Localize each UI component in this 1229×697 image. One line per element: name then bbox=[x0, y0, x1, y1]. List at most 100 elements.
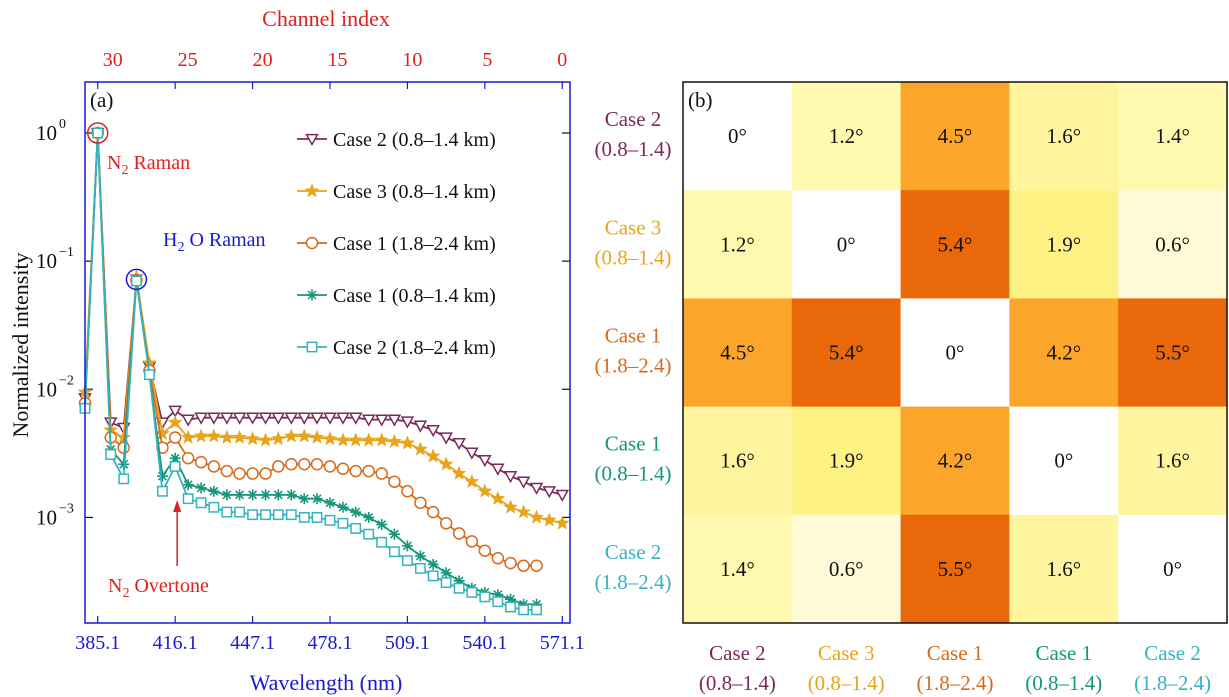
marker bbox=[377, 538, 386, 547]
column-labels: Case 2(0.8–1.4)Case 3(0.8–1.4)Case 1(1.8… bbox=[699, 641, 1211, 695]
column-label: Case 1 bbox=[927, 641, 984, 665]
marker bbox=[272, 432, 286, 445]
marker bbox=[518, 477, 529, 487]
marker bbox=[466, 536, 477, 547]
cell-value: 0.6° bbox=[829, 557, 864, 581]
marker bbox=[310, 430, 324, 443]
marker bbox=[505, 558, 516, 569]
marker bbox=[454, 528, 465, 539]
marker bbox=[518, 560, 529, 571]
marker bbox=[274, 510, 283, 519]
y-tick-label: 10 bbox=[36, 121, 57, 145]
n2-raman-label: N2 Raman bbox=[107, 152, 190, 178]
marker bbox=[158, 487, 167, 496]
marker bbox=[467, 588, 476, 597]
marker bbox=[414, 442, 428, 455]
cell-value: 5.5° bbox=[938, 557, 973, 581]
marker bbox=[454, 584, 463, 593]
marker bbox=[287, 510, 296, 519]
legend-entry: Case 2 (1.8–2.4 km) bbox=[333, 337, 496, 359]
column-label-range: (1.8–2.4) bbox=[917, 671, 994, 695]
marker bbox=[349, 433, 363, 446]
marker bbox=[492, 553, 503, 564]
marker bbox=[119, 474, 128, 483]
cell-value: 1.4° bbox=[1155, 124, 1190, 148]
cell-value: 1.6° bbox=[1046, 124, 1081, 148]
marker bbox=[557, 490, 568, 500]
marker bbox=[362, 433, 376, 446]
marker bbox=[364, 530, 373, 539]
marker bbox=[312, 459, 323, 470]
x-tick-label: 447.1 bbox=[230, 632, 275, 654]
marker bbox=[145, 370, 154, 379]
top-tick-label: 5 bbox=[482, 49, 492, 71]
marker bbox=[389, 476, 400, 487]
marker bbox=[336, 433, 350, 446]
cell-value: 0° bbox=[728, 124, 747, 148]
column-label-range: (0.8–1.4) bbox=[808, 671, 885, 695]
y-tick-exponent: 0 bbox=[59, 117, 66, 132]
marker bbox=[222, 507, 231, 516]
marker bbox=[543, 513, 557, 526]
marker bbox=[480, 592, 489, 601]
x-tick-label: 509.1 bbox=[385, 632, 430, 654]
y-tick-exponent: −1 bbox=[59, 245, 74, 260]
marker bbox=[170, 432, 181, 443]
row-label: Case 2 bbox=[605, 540, 662, 564]
legend-entry: Case 3 (0.8–1.4 km) bbox=[333, 181, 496, 203]
row-label-range: (1.8–2.4) bbox=[595, 570, 672, 594]
cell-value: 1.6° bbox=[1046, 557, 1081, 581]
marker bbox=[298, 429, 312, 442]
marker bbox=[441, 578, 450, 587]
marker bbox=[93, 128, 102, 137]
row-label: Case 1 bbox=[605, 324, 662, 348]
row-label: Case 1 bbox=[605, 432, 662, 456]
marker bbox=[428, 571, 437, 580]
marker bbox=[402, 486, 413, 497]
marker bbox=[337, 463, 348, 474]
marker bbox=[531, 560, 542, 571]
marker bbox=[248, 510, 257, 519]
cell-value: 5.4° bbox=[938, 232, 973, 256]
marker bbox=[351, 524, 360, 533]
marker bbox=[170, 462, 179, 471]
marker bbox=[441, 433, 452, 443]
x-tick-label: 540.1 bbox=[462, 632, 507, 654]
legend-entry: Case 1 (1.8–2.4 km) bbox=[333, 233, 496, 255]
column-label: Case 2 bbox=[709, 641, 766, 665]
marker bbox=[312, 513, 321, 522]
column-label: Case 1 bbox=[1036, 641, 1093, 665]
cell-value: 1.6° bbox=[720, 449, 755, 473]
cell-value: 5.5° bbox=[1155, 341, 1190, 365]
y-tick-label: 10 bbox=[36, 377, 57, 401]
marker bbox=[247, 468, 258, 479]
marker bbox=[493, 597, 502, 606]
marker bbox=[246, 432, 260, 445]
top-tick-label: 25 bbox=[178, 49, 198, 71]
marker bbox=[466, 448, 477, 458]
cell-value: 1.9° bbox=[829, 449, 864, 473]
cell-value: 1.2° bbox=[829, 124, 864, 148]
marker bbox=[519, 605, 528, 614]
marker bbox=[261, 510, 270, 519]
marker bbox=[286, 459, 297, 470]
y-tick-label: 10 bbox=[36, 249, 57, 273]
spectrum-panel: Channel index Wavelength (nm) Normalized… bbox=[8, 6, 570, 695]
marker bbox=[305, 184, 319, 197]
marker bbox=[325, 516, 334, 525]
marker bbox=[207, 429, 221, 442]
marker bbox=[478, 484, 492, 497]
marker bbox=[530, 510, 544, 523]
marker bbox=[428, 426, 439, 436]
marker bbox=[259, 433, 273, 446]
heatmap: 0° 1.2° 4.5° 1.6° 1.4° 1.2° 0° 5.4° 1.9° 0.6° 4.5°… bbox=[683, 82, 1228, 624]
x-axis-label: Wavelength (nm) bbox=[250, 670, 403, 695]
marker bbox=[106, 450, 115, 459]
marker bbox=[350, 466, 361, 477]
cell-value: 0.6° bbox=[1155, 232, 1190, 256]
marker bbox=[388, 435, 402, 448]
marker bbox=[390, 547, 399, 556]
marker bbox=[300, 513, 309, 522]
marker bbox=[428, 507, 439, 518]
marker bbox=[506, 602, 515, 611]
